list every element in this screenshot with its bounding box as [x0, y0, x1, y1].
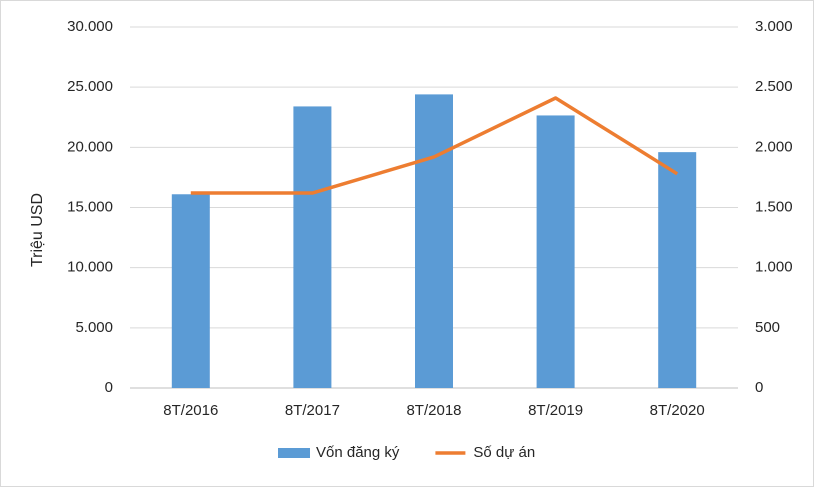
y-tick-label: 30.000 — [67, 18, 113, 35]
legend-swatch — [278, 448, 310, 458]
y2-tick-label: 0 — [755, 379, 763, 396]
x-tick-label: 8T/2018 — [406, 402, 461, 419]
bar — [658, 152, 697, 388]
legend-label: Vốn đăng ký — [316, 444, 400, 461]
y2-tick-label: 1.000 — [755, 259, 793, 276]
bar — [293, 106, 332, 389]
bar — [171, 194, 210, 388]
legend-label: Số dự án — [473, 444, 535, 461]
x-tick-label: 8T/2020 — [650, 402, 705, 419]
bar — [415, 94, 453, 389]
y-tick-label: 10.000 — [67, 259, 113, 276]
y2-tick-label: 2.500 — [755, 78, 793, 95]
y2-tick-label: 3.000 — [755, 18, 793, 35]
x-tick-label: 8T/2016 — [163, 402, 218, 419]
y-tick-label: 15.000 — [67, 198, 113, 215]
y-tick-label: 5.000 — [75, 319, 113, 336]
bar — [536, 115, 575, 388]
y-tick-label: 0 — [105, 379, 113, 396]
x-tick-label: 8T/2017 — [285, 402, 340, 419]
y-axis-label: Triệu USD — [29, 193, 46, 267]
y2-tick-label: 500 — [755, 319, 780, 336]
line — [190, 96, 679, 195]
y2-tick-label: 2.000 — [755, 138, 793, 155]
y-tick-label: 25.000 — [67, 78, 113, 95]
y-tick-label: 20.000 — [67, 138, 113, 155]
y2-tick-label: 1.500 — [755, 198, 793, 215]
x-tick-label: 8T/2019 — [528, 402, 583, 419]
